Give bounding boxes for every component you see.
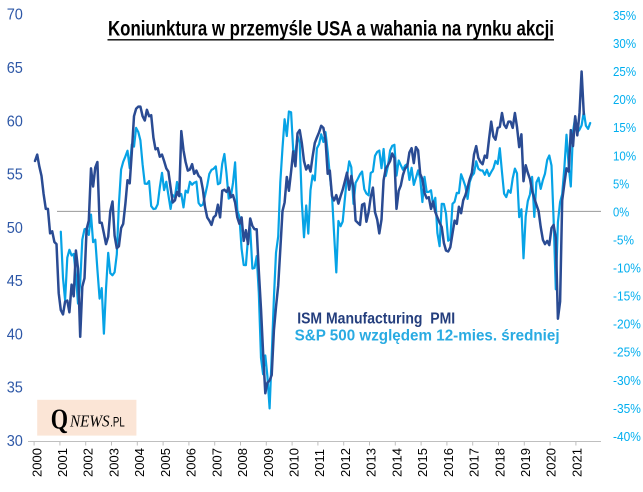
svg-text:2005: 2005 [158,448,173,477]
svg-text:30%: 30% [613,37,636,51]
svg-text:55: 55 [7,167,23,184]
svg-text:35: 35 [7,380,23,397]
svg-text:2010: 2010 [287,448,302,477]
svg-text:2019: 2019 [518,448,533,477]
svg-text:2008: 2008 [235,448,250,477]
svg-text:-40%: -40% [613,430,641,444]
svg-text:2013: 2013 [364,448,379,477]
svg-text:.PL: .PL [110,415,125,430]
svg-text:-20%: -20% [613,318,641,332]
svg-text:2020: 2020 [544,448,559,477]
svg-text:2000: 2000 [29,448,44,477]
svg-text:30: 30 [7,433,23,450]
svg-text:2018: 2018 [492,448,507,477]
svg-text:2004: 2004 [132,448,147,477]
svg-text:-25%: -25% [613,346,641,360]
svg-text:2006: 2006 [184,448,199,477]
svg-text:20%: 20% [613,93,636,107]
svg-text:2007: 2007 [209,448,224,477]
svg-text:2012: 2012 [338,448,353,477]
svg-text:2016: 2016 [441,448,456,477]
svg-text:2001: 2001 [55,448,70,477]
svg-text:2017: 2017 [467,448,482,477]
svg-text:Q: Q [51,403,68,435]
svg-text:60: 60 [7,113,23,130]
svg-text:50: 50 [7,220,23,237]
svg-text:5%: 5% [613,177,629,191]
svg-text:-10%: -10% [613,262,641,276]
svg-text:65: 65 [7,60,23,77]
svg-text:Koniunktura w przemyśle USA a: Koniunktura w przemyśle USA a wahania na… [108,18,554,41]
svg-text:-35%: -35% [613,402,641,416]
svg-text:2009: 2009 [261,448,276,477]
svg-text:2011: 2011 [312,449,327,477]
svg-text:45: 45 [7,273,23,290]
svg-text:2015: 2015 [415,448,430,477]
svg-text:25%: 25% [613,65,636,79]
svg-text:-30%: -30% [613,374,641,388]
svg-text:-15%: -15% [613,290,641,304]
svg-text:15%: 15% [613,121,636,135]
svg-text:S&P 500 względem 12-mies. śred: S&P 500 względem 12-mies. średniej [295,326,560,344]
svg-text:10%: 10% [613,149,636,163]
svg-text:40: 40 [7,326,23,343]
svg-text:2014: 2014 [389,448,404,477]
svg-text:2021: 2021 [569,448,584,477]
svg-text:0%: 0% [613,205,629,219]
svg-text:70: 70 [7,7,23,24]
svg-text:35%: 35% [613,9,636,23]
svg-text:ISM Manufacturing PMI: ISM Manufacturing PMI [297,309,455,327]
svg-text:NEWS: NEWS [69,412,110,431]
svg-text:2002: 2002 [81,448,96,477]
svg-text:-5%: -5% [613,234,634,248]
svg-text:2003: 2003 [107,448,122,477]
